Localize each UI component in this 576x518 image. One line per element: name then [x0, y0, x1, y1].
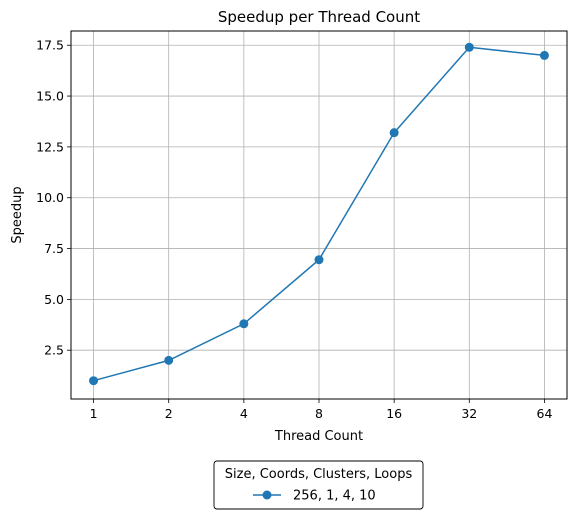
x-tick-label: 32	[461, 406, 477, 421]
x-axis-ticks: 1 2 4 8 16 32 64	[90, 399, 553, 421]
y-axis-ticks: 2.5 5.0 7.5 10.0 12.5 15.0 17.5	[36, 38, 71, 358]
data-point	[389, 128, 399, 138]
series-layer	[89, 42, 549, 386]
y-axis-label: Speedup	[10, 186, 25, 243]
chart-title: Speedup per Thread Count	[218, 8, 420, 26]
data-point	[464, 42, 474, 52]
data-point	[239, 319, 249, 329]
y-tick-label: 12.5	[36, 139, 64, 154]
x-tick-label: 64	[537, 406, 553, 421]
x-tick-label: 2	[165, 406, 173, 421]
legend-marker-swatch	[262, 490, 272, 500]
data-point	[89, 376, 99, 386]
x-tick-label: 16	[386, 406, 402, 421]
data-point	[539, 50, 549, 60]
legend-entry-label: 256, 1, 4, 10	[293, 489, 376, 504]
x-axis-label: Thread Count	[274, 429, 363, 444]
legend: Size, Coords, Clusters, Loops 256, 1, 4,…	[213, 460, 424, 510]
legend-title: Size, Coords, Clusters, Loops	[225, 467, 413, 482]
data-point	[164, 355, 174, 365]
x-tick-label: 4	[240, 406, 248, 421]
grid	[71, 31, 567, 399]
y-tick-label: 15.0	[36, 89, 64, 104]
y-tick-label: 10.0	[36, 190, 64, 205]
x-tick-label: 8	[315, 406, 323, 421]
y-tick-label: 17.5	[36, 38, 64, 53]
x-tick-label: 1	[90, 406, 98, 421]
y-tick-label: 5.0	[44, 292, 64, 307]
y-tick-label: 7.5	[44, 241, 64, 256]
y-tick-label: 2.5	[44, 343, 64, 358]
data-point	[314, 255, 324, 265]
